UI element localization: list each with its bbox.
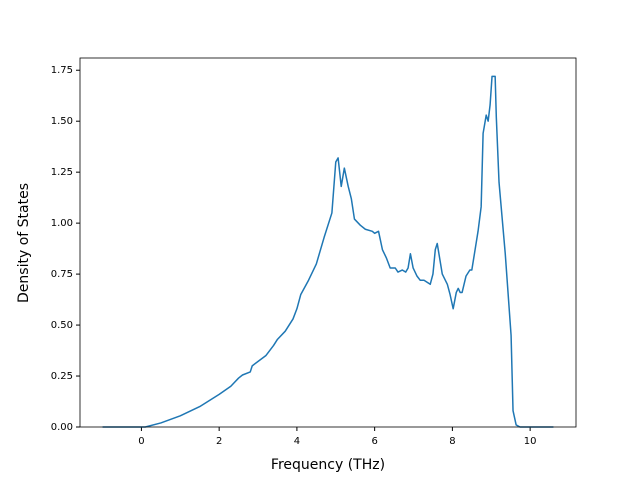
y-tick-label: 0.25 [51,371,73,382]
x-tick-label: 0 [138,436,144,447]
x-tick-label: 10 [524,436,537,447]
x-tick-label: 8 [449,436,455,447]
y-tick-label: 1.00 [51,218,73,229]
y-axis-label: Density of States [16,183,32,303]
y-tick-label: 1.50 [51,116,73,127]
axes-frame [79,57,577,428]
x-tick-label: 6 [371,436,377,447]
x-axis-label: Frequency (THz) [271,457,385,473]
x-tick-label: 2 [216,436,222,447]
y-tick-label: 0.50 [51,320,73,331]
y-tick-label: 1.75 [51,65,73,76]
y-tick-label: 0.75 [51,269,73,280]
x-tick-label: 4 [294,436,300,447]
y-tick-label: 1.25 [51,167,73,178]
line [102,75,554,428]
y-tick-label: 0.00 [51,422,73,433]
